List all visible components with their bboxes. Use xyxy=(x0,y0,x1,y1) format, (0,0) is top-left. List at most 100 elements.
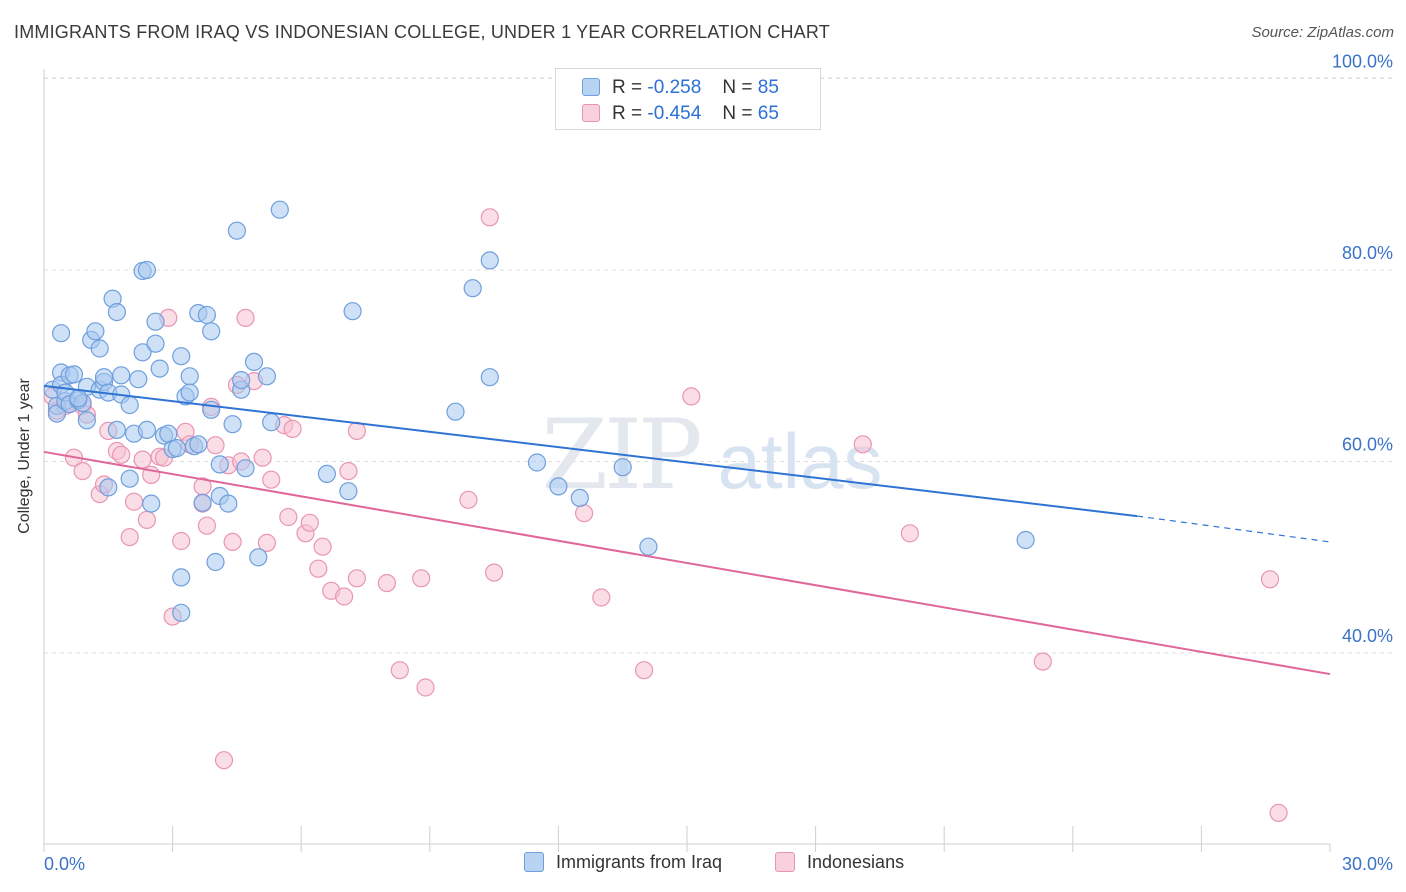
watermark: ZIP atlas xyxy=(541,399,882,511)
iraq-point xyxy=(120,395,139,415)
indonesians-point xyxy=(279,507,298,527)
indonesians-point xyxy=(137,510,156,530)
iraq-point xyxy=(202,400,221,419)
iraq-point xyxy=(180,367,199,386)
indonesians-point xyxy=(120,527,139,547)
n-value: 85 xyxy=(757,77,779,98)
iraq-point xyxy=(210,455,229,474)
indonesians-point xyxy=(1260,570,1280,589)
iraq-point xyxy=(90,339,109,358)
iraq-point xyxy=(142,494,161,513)
legend-swatch-indonesians xyxy=(775,852,795,872)
legend-row-iraq: R = -0.258 N = 85 xyxy=(582,77,779,101)
legend-item-indonesians[interactable]: Indonesians xyxy=(775,852,904,873)
indonesians-point xyxy=(283,419,302,438)
iraq-point xyxy=(270,200,289,219)
iraq-point xyxy=(150,359,169,378)
indonesians-point xyxy=(1033,652,1052,671)
iraq-point xyxy=(219,494,238,513)
indonesians-point xyxy=(172,531,191,551)
iraq-point xyxy=(51,324,71,343)
iraq-point xyxy=(120,469,139,488)
indonesians-point xyxy=(300,513,319,532)
axes xyxy=(43,69,1331,852)
indonesians-point xyxy=(377,573,396,593)
iraq-point xyxy=(549,477,568,496)
iraq-point xyxy=(167,439,186,458)
iraq-point xyxy=(137,260,156,280)
trend-line-indonesians xyxy=(43,450,1331,676)
indonesians-point xyxy=(339,462,358,481)
iraq-point xyxy=(446,402,465,421)
x-tick-label-min: 0.0% xyxy=(44,854,85,874)
indonesians-point xyxy=(133,450,152,469)
iraq-point xyxy=(232,371,251,390)
iraq-point xyxy=(107,420,127,439)
iraq-point xyxy=(339,482,358,501)
iraq-point xyxy=(64,365,84,384)
iraq-point xyxy=(343,302,362,321)
iraq-point xyxy=(639,537,658,556)
indonesians-point xyxy=(206,436,225,455)
indonesians-point xyxy=(592,588,611,607)
indonesians-point xyxy=(214,751,234,770)
indonesians-point xyxy=(197,516,216,535)
iraq-point xyxy=(107,303,127,322)
iraq-point xyxy=(227,221,246,240)
indonesians-point xyxy=(634,661,654,680)
x-tick-label-max: 30.0% xyxy=(1342,854,1393,874)
series-legend: Immigrants from Iraq Indonesians xyxy=(0,852,1406,878)
indonesians-point xyxy=(253,448,272,467)
indonesians-point xyxy=(853,435,872,454)
indonesians-point xyxy=(313,537,332,556)
indonesians-point xyxy=(335,587,354,606)
iraq-point xyxy=(133,343,152,362)
legend-item-iraq[interactable]: Immigrants from Iraq xyxy=(524,852,722,873)
series-indonesians-points xyxy=(43,208,1288,823)
indonesians-point xyxy=(900,524,920,543)
r-value: -0.454 xyxy=(647,103,702,124)
iraq-point xyxy=(197,305,216,325)
iraq-point xyxy=(193,493,212,512)
legend-label-iraq: Immigrants from Iraq xyxy=(556,852,723,872)
iraq-point xyxy=(527,453,547,472)
iraq-point xyxy=(94,368,114,387)
iraq-point xyxy=(570,488,589,507)
iraq-point xyxy=(257,367,276,386)
iraq-point xyxy=(202,322,221,341)
y-tick-label: 60.0% xyxy=(1342,435,1393,455)
indonesians-point xyxy=(257,533,276,553)
legend-label-indonesians: Indonesians xyxy=(807,852,905,872)
iraq-point xyxy=(206,552,225,572)
iraq-point xyxy=(189,435,208,454)
iraq-point xyxy=(180,383,199,402)
iraq-point xyxy=(69,389,88,408)
iraq-point xyxy=(47,404,67,423)
indonesians-point xyxy=(347,569,366,588)
indonesians-point xyxy=(347,421,366,440)
r-value: -0.258 xyxy=(647,77,702,98)
iraq-point xyxy=(172,603,191,622)
series-iraq-points xyxy=(43,200,1035,622)
source-credit: Source: ZipAtlas.com xyxy=(1251,24,1394,41)
indonesians-point xyxy=(262,470,281,489)
indonesians-point xyxy=(485,563,504,582)
y-tick-label: 80.0% xyxy=(1342,243,1393,263)
iraq-point xyxy=(317,464,336,483)
indonesians-point xyxy=(682,387,701,406)
indonesians-point xyxy=(416,678,435,697)
iraq-point xyxy=(236,459,255,478)
indonesians-point xyxy=(412,569,431,588)
iraq-point xyxy=(1016,530,1035,550)
indonesians-point xyxy=(574,504,594,523)
indonesians-point xyxy=(236,308,255,327)
indonesians-point xyxy=(459,490,478,509)
iraq-point xyxy=(137,420,156,439)
iraq-point xyxy=(463,279,482,298)
iraq-point xyxy=(613,458,632,477)
watermark-atlas: atlas xyxy=(718,417,883,505)
legend-row-indonesians: R = -0.454 N = 65 xyxy=(582,103,779,127)
iraq-point xyxy=(99,478,118,497)
indonesians-point xyxy=(124,492,144,511)
iraq-point xyxy=(244,352,264,371)
